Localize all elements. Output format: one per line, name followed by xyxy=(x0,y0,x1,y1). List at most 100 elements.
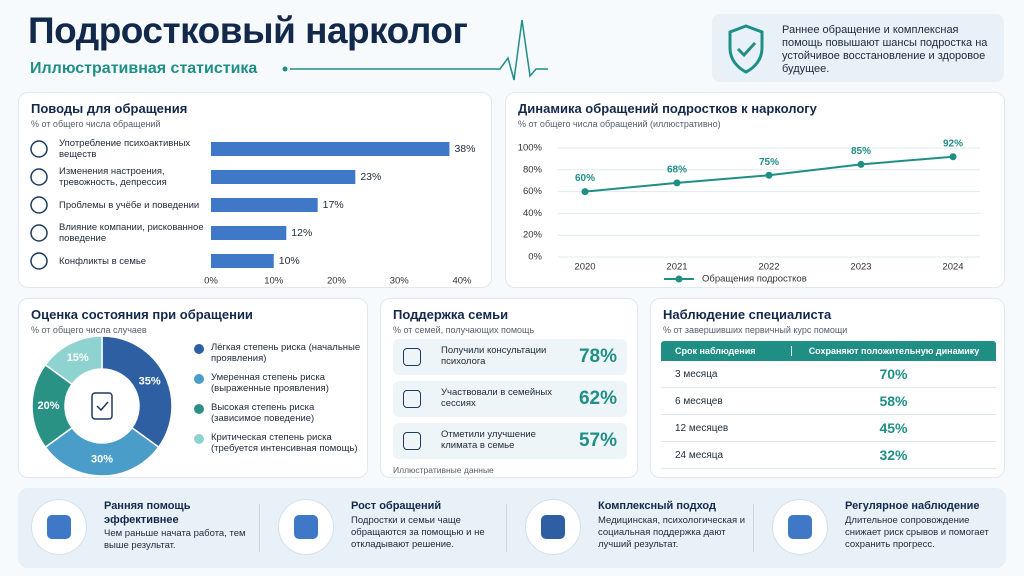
legend-swatch xyxy=(194,374,204,384)
legend-label: Критическая степень риска (требуется инт… xyxy=(211,432,358,454)
table-row: 3 месяца 70% xyxy=(661,361,996,388)
y-tick-label: 60% xyxy=(523,186,543,197)
heartbeat-decoration xyxy=(282,19,548,81)
divider xyxy=(259,504,260,552)
bar xyxy=(211,142,450,156)
shield-icon xyxy=(728,24,764,74)
y-tick-label: 20% xyxy=(523,230,543,241)
y-tick-label: 80% xyxy=(523,164,543,175)
divider xyxy=(753,504,754,552)
item-icon xyxy=(403,432,421,450)
x-tick-label: 2021 xyxy=(666,262,687,273)
bar xyxy=(211,170,356,184)
panel-subtitle: % от общего числа обращений xyxy=(31,119,161,129)
family-panel: Поддержка семьи % от семей, получающих п… xyxy=(380,298,638,478)
support-item: Получили консультации психолога 78% xyxy=(393,339,627,375)
table: Срок наблюдения Сохраняют положительную д… xyxy=(661,341,996,469)
legend-swatch xyxy=(194,434,204,444)
x-tick-label: 2024 xyxy=(942,262,963,273)
value-cell: 32% xyxy=(879,447,908,463)
support-item: Участвовали в семейных сессиях 62% xyxy=(393,381,627,417)
chart-canvas: 35% 30% 20% 15% xyxy=(31,335,204,477)
value-label: 20% xyxy=(37,400,59,412)
bar xyxy=(211,198,318,212)
clipboard-icon xyxy=(91,392,113,420)
category-label: Употребление психоактивных веществ xyxy=(59,138,191,160)
value-label: 60% xyxy=(575,173,595,184)
point xyxy=(673,179,681,187)
table-row: 12 месяцев 45% xyxy=(661,415,996,442)
category-label: Влияние компании, рискованное поведение xyxy=(59,222,204,244)
item-text: Участвовали в семейных сессиях xyxy=(441,387,552,409)
footer-icon-mark xyxy=(47,515,71,539)
page-subtitle: Иллюстративная статистика xyxy=(30,60,258,77)
category-icon xyxy=(30,140,48,158)
panel-subtitle: % от общего числа обращений (иллюстратив… xyxy=(518,119,721,129)
item-value: 57% xyxy=(578,430,617,451)
value-label: 12% xyxy=(291,227,312,239)
callout-text: Раннее обращение и комплексная помощь по… xyxy=(782,24,988,75)
callout: Раннее обращение и комплексная помощь по… xyxy=(712,14,1004,82)
header-row: Срок наблюдения Сохраняют положительную д… xyxy=(661,341,996,361)
x-tick-label: 20% xyxy=(327,276,347,287)
legend-label: Высокая степень риска (зависимое поведен… xyxy=(211,402,315,424)
value-label: 92% xyxy=(943,138,963,149)
legend-swatch xyxy=(194,344,204,354)
value-label: 85% xyxy=(851,146,871,157)
bar xyxy=(211,254,274,268)
value-cell: 45% xyxy=(879,420,908,436)
panel-title: Динамика обращений подростков к нарколог… xyxy=(518,101,817,116)
footer: Ранняя помощь эффективнее Чем раньше нача… xyxy=(18,488,1006,568)
footer-text: Чем раньше начата работа, тем выше резул… xyxy=(104,528,246,551)
footer-text: Подростки и семьи чаще обращаются за пом… xyxy=(351,515,485,550)
reasons-panel: Поводы для обращения % от общего числа о… xyxy=(18,92,492,288)
category-icon xyxy=(30,168,48,186)
x-tick-label: 2020 xyxy=(574,262,595,273)
period-cell: 12 месяцев xyxy=(675,422,729,434)
value-label: 75% xyxy=(759,157,779,168)
panel-title: Поддержка семьи xyxy=(393,307,509,322)
slice xyxy=(44,335,103,386)
column-header: Срок наблюдения xyxy=(675,346,756,356)
slice xyxy=(101,335,173,449)
x-tick-label: 40% xyxy=(452,276,472,287)
table-row: 24 месяца 32% xyxy=(661,442,996,469)
x-tick-label: 2022 xyxy=(758,262,779,273)
category-icon xyxy=(30,196,48,214)
value-label: 23% xyxy=(360,171,381,183)
x-tick-label: 2023 xyxy=(850,262,871,273)
x-tick-label: 30% xyxy=(390,276,410,287)
footer-title: Регулярное наблюдение xyxy=(845,500,980,512)
value-label: 17% xyxy=(323,199,344,211)
x-tick-label: 10% xyxy=(264,276,284,287)
x-tick-label: 0% xyxy=(204,276,218,287)
footer-icon-mark xyxy=(294,515,318,539)
footer-title: Комплексный подход xyxy=(598,500,716,512)
value-label: 30% xyxy=(91,453,113,465)
panel-title: Наблюдение специалиста xyxy=(663,307,832,322)
legend-label: Лёгкая степень риска (начальные проявлен… xyxy=(211,342,361,364)
panel-subtitle: % от семей, получающих помощь xyxy=(393,325,535,335)
value-label: 10% xyxy=(279,255,300,267)
value-label: 68% xyxy=(667,165,687,176)
clipboard-icon xyxy=(96,401,109,412)
support-item: Отметили улучшение климата в семье 57% xyxy=(393,423,627,459)
value-label: 35% xyxy=(139,376,161,388)
point xyxy=(857,160,865,168)
legend-label: Обращения подростков xyxy=(702,274,807,285)
footer-icon-mark xyxy=(541,515,565,539)
panel-title: Оценка состояния при обращении xyxy=(31,307,253,322)
footer-title: Ранняя помощь эффективнее xyxy=(104,500,191,526)
period-cell: 6 месяцев xyxy=(675,395,723,407)
slice xyxy=(44,426,160,477)
category-label: Конфликты в семье xyxy=(59,255,147,267)
category-icon xyxy=(30,252,48,270)
point xyxy=(949,153,957,161)
panel-subtitle: % от завершивших первичный курс помощи xyxy=(663,325,848,335)
value-cell: 70% xyxy=(879,366,908,382)
item-value: 78% xyxy=(578,346,617,367)
y-tick-label: 0% xyxy=(528,252,542,263)
chart-canvas: 0% 10% 20% 30% 40% 38% 23% 17% 12% 10% xyxy=(30,140,475,287)
item-text: Получили консультации психолога xyxy=(441,345,547,367)
y-tick-label: 100% xyxy=(518,143,543,154)
